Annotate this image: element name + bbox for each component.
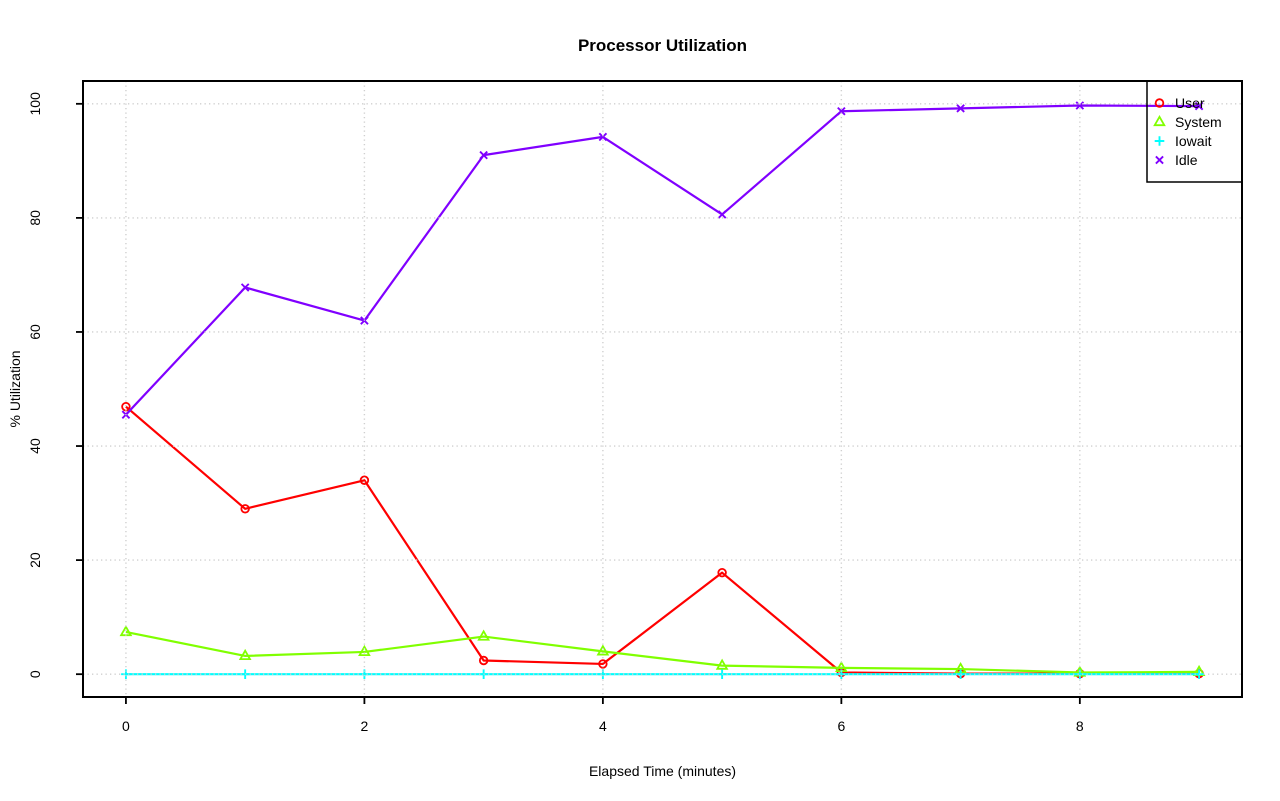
circle-marker — [717, 567, 727, 578]
series-line — [125, 104, 1200, 416]
triangle-marker — [238, 648, 252, 661]
x-marker — [598, 132, 608, 142]
x-marker — [479, 150, 488, 160]
x-marker — [837, 106, 846, 116]
x-tick-label: 4 — [599, 718, 607, 734]
legend-item-idle: Idle — [1155, 152, 1198, 168]
legend-border — [1146, 80, 1243, 183]
circle-marker — [598, 659, 608, 669]
axis-ticks — [76, 102, 1081, 704]
y-tick-label: 60 — [27, 324, 43, 340]
circle-marker — [359, 475, 370, 485]
series-user — [121, 401, 1204, 679]
plus-marker — [1154, 136, 1165, 146]
legend-item-system: System — [1153, 114, 1222, 130]
legend-label: Idle — [1175, 152, 1198, 168]
triangle-marker — [596, 644, 610, 656]
x-tick-label: 6 — [837, 718, 845, 734]
x-tick-label: 0 — [122, 718, 130, 734]
chart-title: Processor Utilization — [577, 36, 748, 55]
y-axis-title: % Utilization — [7, 350, 23, 428]
x-marker — [1194, 101, 1204, 111]
y-tick-label: 0 — [27, 670, 43, 678]
y-tick-label: 40 — [27, 438, 43, 454]
x-tick-label: 8 — [1076, 718, 1084, 734]
y-tick-label: 80 — [27, 210, 43, 226]
legend-item-user: User — [1154, 95, 1205, 111]
series-line — [125, 630, 1200, 674]
x-marker — [240, 283, 250, 292]
triangle-marker — [1153, 114, 1166, 127]
series-idle — [121, 101, 1204, 419]
triangle-marker — [715, 658, 729, 670]
y-tick-label: 100 — [27, 92, 43, 116]
x-marker — [1155, 155, 1164, 165]
series-layer — [119, 101, 1206, 679]
y-tick-label: 20 — [27, 552, 43, 568]
legend-item-iowait: Iowait — [1154, 133, 1212, 149]
x-tick-label: 2 — [361, 718, 369, 734]
circle-marker — [1154, 98, 1165, 108]
legend-label: Iowait — [1175, 133, 1212, 149]
circle-marker — [240, 504, 250, 514]
x-marker — [717, 210, 727, 219]
legend-label: User — [1175, 95, 1205, 111]
circle-marker — [478, 655, 489, 666]
x-marker — [956, 104, 965, 113]
series-system — [119, 624, 1206, 677]
plot-border — [82, 80, 1243, 698]
x-axis-title: Elapsed Time (minutes) — [588, 763, 737, 779]
legend-label: System — [1175, 114, 1222, 130]
triangle-marker — [358, 644, 371, 657]
gridlines — [83, 81, 1242, 697]
triangle-marker — [477, 629, 490, 641]
legend: User System Iowait Idle — [1146, 80, 1243, 183]
